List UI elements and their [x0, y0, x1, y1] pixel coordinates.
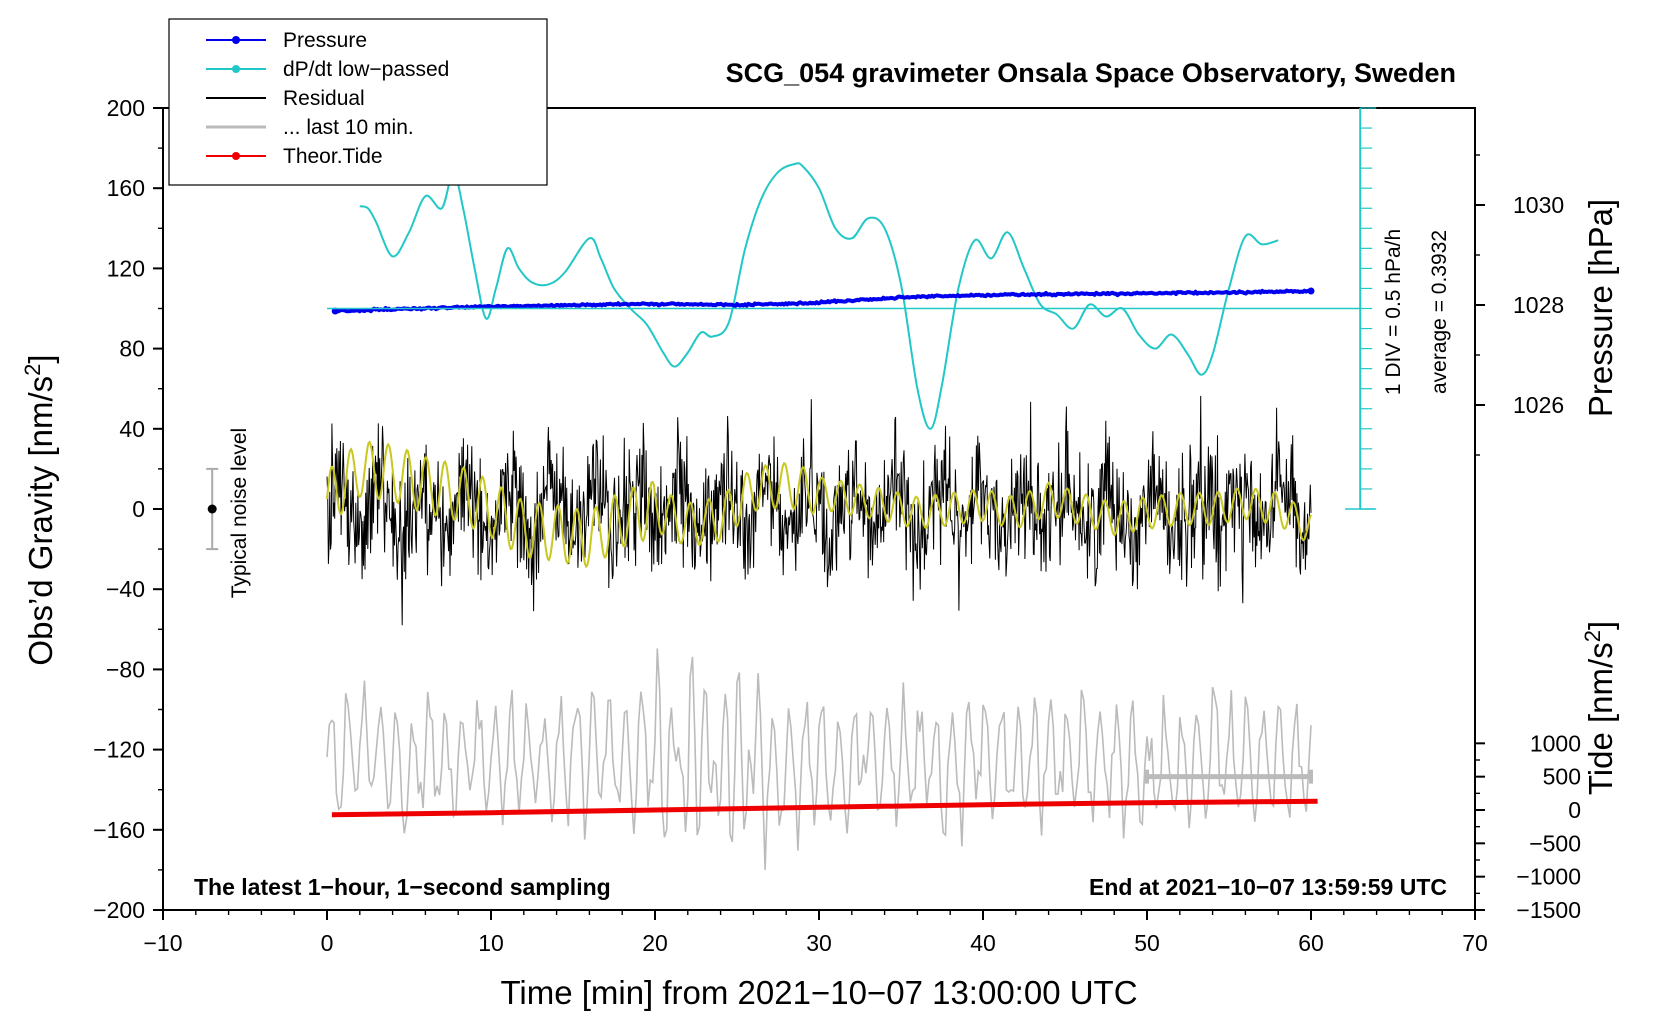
- dpdt-line: [359, 162, 1279, 430]
- ten-minute-bar: [1145, 769, 1313, 784]
- dpdt-series: [359, 162, 1279, 430]
- legend: Pressure dP/dt low−passed Residual ... last…: [168, 18, 548, 186]
- y-tick-label: −120: [93, 737, 145, 763]
- y-axis-pressure: 1026 1028 1030: [1475, 154, 1564, 456]
- residual-series: [326, 395, 1312, 626]
- dpdt-scale-bar: [1345, 107, 1377, 510]
- tide-tick-label: 0: [1568, 797, 1581, 823]
- y-tick-label: 160: [107, 175, 145, 201]
- tide-tick-label: 1000: [1530, 730, 1581, 756]
- y-axis-title-gravity: Obs’d Gravity [nm/s2]: [20, 354, 60, 665]
- y-tick-label: 200: [107, 95, 145, 121]
- legend-label: Pressure: [283, 29, 367, 52]
- legend-marker: [232, 152, 240, 160]
- y-axis-title-tide: Tide [nm/s2]: [1580, 621, 1620, 795]
- chart-title: SCG_054 gravimeter Onsala Space Observat…: [726, 58, 1456, 88]
- end-time-note: End at 2021−10−07 13:59:59 UTC: [1089, 874, 1447, 900]
- noise-level-label: Typical noise level: [228, 428, 251, 598]
- pressure-line: [334, 288, 1312, 314]
- residual-line: [326, 395, 1312, 626]
- x-tick-label: −10: [143, 930, 182, 956]
- y-tick-label: 120: [107, 255, 145, 281]
- legend-marker: [232, 65, 240, 73]
- y-axis-title-pressure: Pressure [hPa]: [1582, 199, 1619, 417]
- tide-line: [331, 798, 1318, 818]
- residual-smoothed-line: [326, 440, 1312, 569]
- y-tick-label: −160: [93, 817, 145, 843]
- x-axis: −10 0 10 20 30 40 50 60 70: [143, 910, 1488, 956]
- x-axis-title: Time [min] from 2021−10−07 13:00:00 UTC: [500, 974, 1137, 1011]
- average-label: average = 0.3932: [1428, 230, 1451, 394]
- tide-tick-label: −500: [1529, 830, 1581, 856]
- tide-tick-label: 500: [1543, 764, 1581, 790]
- legend-label: dP/dt low−passed: [283, 58, 449, 81]
- legend-label: Residual: [283, 87, 365, 110]
- y-axis-tide: −1500 −1000 −500 0 500 1000: [1475, 730, 1581, 923]
- noise-level-bar: [206, 467, 219, 551]
- tide-series: [331, 798, 1318, 818]
- x-tick-label: 70: [1462, 930, 1488, 956]
- legend-box: [168, 18, 548, 186]
- legend-label: Theor.Tide: [283, 145, 383, 168]
- x-tick-label: 20: [642, 930, 668, 956]
- y-tick-label: −40: [106, 576, 145, 602]
- x-tick-label: 60: [1298, 930, 1324, 956]
- legend-label: ... last 10 min.: [283, 116, 414, 139]
- pressure-tick-label: 1026: [1513, 392, 1564, 418]
- pressure-tick-label: 1028: [1513, 292, 1564, 318]
- residual-smoothed-series: [326, 440, 1312, 569]
- x-tick-label: 40: [970, 930, 996, 956]
- legend-marker: [232, 36, 240, 44]
- y-axis-gravity: −200 −160 −120 −80 −40 0 40 80 120 160 200: [93, 95, 163, 923]
- x-tick-label: 50: [1134, 930, 1160, 956]
- pressure-tick-label: 1030: [1513, 192, 1564, 218]
- y-tick-label: 40: [119, 416, 145, 442]
- y-tick-label: −80: [106, 656, 145, 682]
- noise-bar-center: [207, 504, 217, 514]
- tide-tick-label: −1000: [1516, 864, 1581, 890]
- x-tick-label: 0: [321, 930, 334, 956]
- last-10-min-line: [326, 648, 1312, 870]
- y-tick-label: 80: [119, 336, 145, 362]
- sampling-note: The latest 1−hour, 1−second sampling: [194, 874, 611, 900]
- y-tick-label: 0: [132, 496, 145, 522]
- x-tick-label: 10: [478, 930, 504, 956]
- last-10-min-series: [326, 648, 1312, 870]
- y-tick-label: −200: [93, 897, 145, 923]
- pressure-end-point: [1307, 287, 1315, 295]
- tide-tick-label: −1500: [1516, 897, 1581, 923]
- x-tick-label: 30: [806, 930, 832, 956]
- div-scale-label: 1 DIV = 0.5 hPa/h: [1382, 229, 1405, 395]
